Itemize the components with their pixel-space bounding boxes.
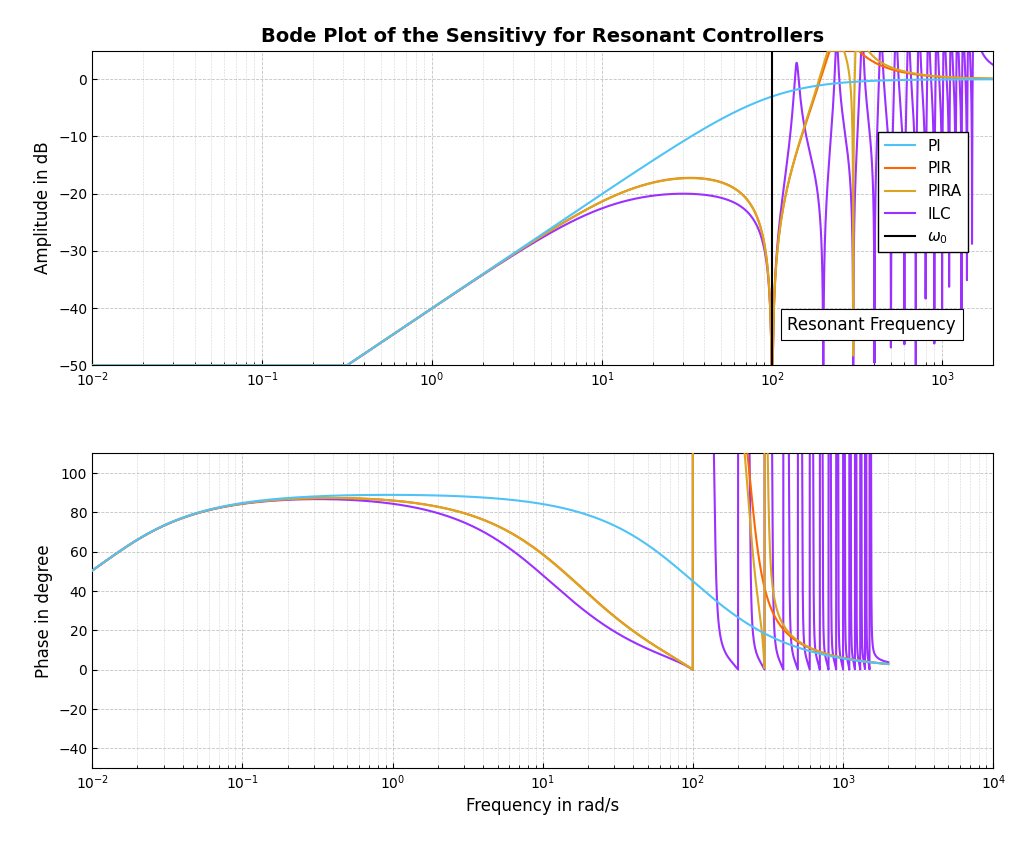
ILC bbox=[939, 49, 951, 59]
ILC bbox=[86, 360, 98, 371]
PI bbox=[262, 360, 274, 371]
PIR bbox=[123, 360, 135, 371]
PIR bbox=[823, 46, 836, 56]
PIRA bbox=[821, 46, 834, 56]
Title: Bode Plot of the Sensitivy for Resonant Controllers: Bode Plot of the Sensitivy for Resonant … bbox=[261, 27, 824, 46]
PIR bbox=[526, 236, 539, 246]
PI bbox=[90, 360, 102, 371]
PIR bbox=[140, 360, 153, 371]
Line: ILC: ILC bbox=[92, 51, 993, 365]
PI bbox=[526, 235, 539, 246]
PI bbox=[86, 360, 98, 371]
$\omega_0$ bbox=[766, 68, 778, 78]
ILC bbox=[829, 46, 842, 56]
ILC bbox=[140, 360, 153, 371]
ILC bbox=[90, 360, 102, 371]
PIR bbox=[86, 360, 98, 371]
PI bbox=[939, 74, 951, 84]
PIRA bbox=[262, 360, 274, 371]
PI bbox=[987, 74, 999, 84]
ILC bbox=[262, 360, 274, 371]
ILC bbox=[123, 360, 135, 371]
PIR bbox=[987, 73, 999, 84]
PIRA bbox=[123, 360, 135, 371]
PIRA bbox=[987, 73, 999, 84]
PIRA bbox=[526, 236, 539, 246]
Text: Resonant Frequency: Resonant Frequency bbox=[787, 316, 956, 334]
PIRA bbox=[90, 360, 102, 371]
$\omega_0$ bbox=[766, 74, 778, 84]
PIR bbox=[262, 360, 274, 371]
PIRA bbox=[140, 360, 153, 371]
PIR bbox=[90, 360, 102, 371]
PI bbox=[123, 360, 135, 371]
Line: PIRA: PIRA bbox=[92, 51, 993, 365]
PIRA bbox=[939, 72, 951, 82]
Line: PIR: PIR bbox=[92, 51, 993, 365]
ILC bbox=[526, 238, 539, 248]
Y-axis label: Amplitude in dB: Amplitude in dB bbox=[35, 142, 52, 274]
Legend: PI, PIR, PIRA, ILC, $\omega_0$: PI, PIR, PIRA, ILC, $\omega_0$ bbox=[879, 133, 968, 252]
ILC bbox=[987, 60, 999, 70]
PIR bbox=[939, 72, 951, 82]
Y-axis label: Phase in degree: Phase in degree bbox=[35, 544, 52, 678]
PIRA bbox=[86, 360, 98, 371]
X-axis label: Frequency in rad/s: Frequency in rad/s bbox=[466, 797, 620, 815]
Line: PI: PI bbox=[92, 79, 993, 365]
PI bbox=[140, 360, 153, 371]
